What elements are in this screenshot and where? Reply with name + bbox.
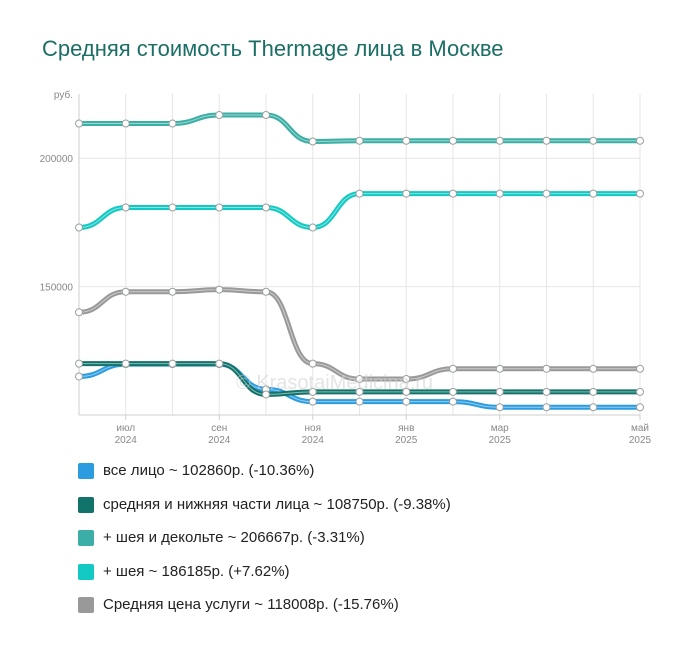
- x-tick-label-year: 2024: [208, 435, 231, 446]
- data-point-2-10: [542, 136, 551, 145]
- y-unit-label: руб.: [54, 89, 73, 101]
- data-point-2-2: [168, 119, 177, 128]
- data-point-3-8: [449, 189, 457, 198]
- data-point-0-8: [449, 397, 457, 406]
- x-tick-label-year: 2025: [629, 435, 652, 446]
- data-point-3-3: [215, 203, 224, 212]
- legend-swatch: [78, 496, 94, 513]
- chart-title: Средняя стоимость Thermage лица в Москве: [42, 36, 504, 61]
- legend-item-3[interactable]: + шея ~ 186185р. (+7.62%): [78, 562, 451, 596]
- axes: 150000200000руб.июл2024сен2024ноя2024янв…: [40, 89, 652, 446]
- data-point-2-9: [495, 136, 504, 145]
- data-point-1-5: [308, 387, 317, 396]
- data-point-4-8: [449, 364, 457, 373]
- data-point-1-1: [121, 359, 130, 368]
- data-point-2-3: [215, 111, 224, 120]
- data-point-0-5: [308, 397, 317, 406]
- data-point-3-11: [589, 189, 598, 198]
- legend-item-1[interactable]: средняя и нижняя части лица ~ 108750р. (…: [78, 495, 451, 529]
- y-tick-label: 200000: [40, 154, 74, 165]
- data-point-2-7: [402, 136, 411, 145]
- data-point-0-0: [75, 372, 83, 381]
- data-point-0-7: [402, 397, 411, 406]
- data-point-1-4: [262, 390, 270, 399]
- data-point-4-5: [308, 359, 317, 368]
- legend-label: все лицо ~ 102860р. (-10.36%): [103, 462, 315, 479]
- x-tick-label-month: сен: [211, 423, 227, 434]
- line-chart: 150000200000руб.июл2024сен2024ноя2024янв…: [40, 89, 652, 446]
- data-point-3-9: [495, 189, 504, 198]
- x-tick-label-year: 2024: [115, 435, 138, 446]
- data-point-4-0: [75, 308, 83, 317]
- data-point-4-10: [542, 364, 551, 373]
- data-point-0-9: [495, 403, 504, 412]
- x-tick-label-month: май: [631, 423, 649, 434]
- x-tick-label-month: янв: [398, 423, 414, 434]
- x-tick-label-year: 2024: [302, 435, 325, 446]
- data-point-2-6: [355, 136, 364, 145]
- legend-swatch: [78, 597, 94, 613]
- data-point-1-0: [75, 359, 83, 368]
- data-point-4-2: [168, 287, 177, 296]
- data-point-2-1: [121, 119, 130, 128]
- data-point-3-10: [542, 189, 551, 198]
- legend: все лицо ~ 102860р. (-10.36%) средняя и …: [78, 461, 451, 629]
- grid: [78, 94, 641, 415]
- y-tick-label: 150000: [40, 283, 74, 294]
- legend-label: + шея ~ 186185р. (+7.62%): [103, 562, 290, 580]
- data-point-2-11: [589, 136, 598, 145]
- data-point-4-4: [262, 287, 270, 296]
- x-tick-label-month: ноя: [305, 423, 322, 434]
- data-point-0-10: [542, 403, 551, 412]
- data-point-1-12: [636, 387, 644, 396]
- watermark: © KrasotaiMedicina.ru: [236, 372, 434, 394]
- data-point-3-1: [121, 203, 130, 212]
- x-tick-label-month: июл: [116, 423, 135, 434]
- legend-item-2[interactable]: + шея и декольте ~ 206667р. (-3.31%): [78, 528, 451, 562]
- data-point-1-2: [168, 359, 177, 368]
- data-point-4-11: [589, 364, 598, 373]
- legend-swatch: [78, 530, 94, 546]
- data-point-2-0: [75, 119, 83, 128]
- x-tick-label-month: мар: [491, 423, 509, 434]
- data-point-3-0: [75, 223, 83, 232]
- data-point-3-6: [355, 189, 364, 198]
- data-point-3-5: [308, 223, 317, 232]
- legend-swatch: [78, 463, 94, 479]
- data-point-3-12: [636, 189, 644, 198]
- data-point-0-11: [589, 403, 598, 412]
- data-point-3-4: [262, 203, 270, 212]
- data-point-0-6: [355, 397, 364, 406]
- data-point-2-4: [262, 111, 270, 120]
- legend-item-4[interactable]: Средняя цена услуги ~ 118008р. (-15.76%): [78, 595, 451, 629]
- data-points: [75, 111, 644, 412]
- data-point-1-10: [542, 387, 551, 396]
- data-point-2-12: [636, 136, 644, 145]
- x-tick-label-year: 2025: [489, 435, 512, 446]
- data-point-3-2: [168, 203, 177, 212]
- data-point-2-5: [308, 137, 317, 146]
- data-point-1-9: [495, 387, 504, 396]
- data-point-1-6: [355, 387, 364, 396]
- data-point-4-9: [495, 364, 504, 373]
- data-point-4-3: [215, 285, 224, 294]
- data-point-4-12: [636, 364, 644, 373]
- legend-swatch: [78, 563, 94, 580]
- data-point-4-7: [402, 375, 411, 384]
- legend-label: + шея и декольте ~ 206667р. (-3.31%): [103, 529, 365, 546]
- data-point-0-12: [636, 403, 644, 412]
- legend-label: Средняя цена услуги ~ 118008р. (-15.76%): [103, 596, 399, 613]
- data-point-4-1: [121, 287, 130, 296]
- data-point-3-7: [402, 189, 411, 198]
- x-tick-label-year: 2025: [395, 435, 418, 446]
- data-point-1-11: [589, 387, 598, 396]
- legend-label: средняя и нижняя части лица ~ 108750р. (…: [103, 495, 451, 513]
- data-point-4-6: [355, 375, 364, 384]
- legend-item-0[interactable]: все лицо ~ 102860р. (-10.36%): [78, 461, 451, 495]
- data-point-2-8: [449, 136, 457, 145]
- data-point-1-8: [449, 387, 457, 396]
- data-point-1-7: [402, 387, 411, 396]
- data-point-1-3: [215, 359, 224, 368]
